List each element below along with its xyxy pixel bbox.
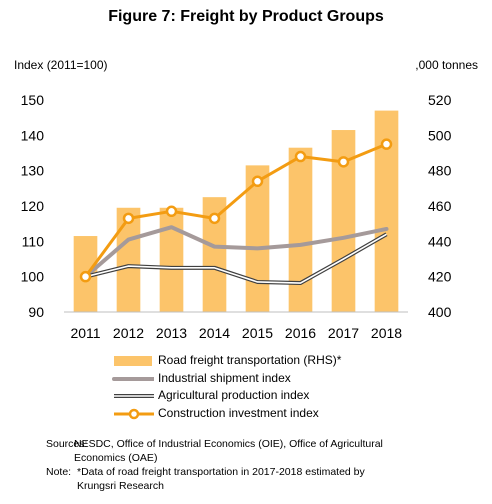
bar-road-freight-2015	[245, 165, 270, 312]
point-construction-2011	[79, 270, 92, 283]
note-label: Note:	[46, 466, 72, 478]
chart-plot: 90 100 110 120 130 140 150 400 420 440 460 480 500 52…	[21, 92, 452, 341]
left-tick-label-120: 120	[21, 198, 45, 214]
legend-label-agricultural: Agricultural production index	[158, 388, 310, 402]
legend-label-road-freight: Road freight transportation (RHS)*	[158, 353, 342, 367]
point-construction-2015	[251, 175, 264, 188]
sources-line-2: Economics (OAE)	[74, 452, 158, 464]
chart-title: Figure 7: Freight by Product Groups	[108, 8, 384, 25]
left-tick-label-140: 140	[21, 127, 45, 143]
left-tick-label-130: 130	[21, 163, 45, 179]
x-tick-label-2016: 2016	[285, 325, 316, 341]
legend-swatch-agricultural	[114, 394, 154, 398]
x-tick-label-2017: 2017	[328, 325, 359, 341]
bar-road-freight-2012	[116, 207, 141, 312]
series-line-agricultural-inner	[85, 233, 387, 284]
x-tick-label-2013: 2013	[156, 325, 187, 341]
point-construction-2016	[294, 150, 307, 163]
left-tick-label-100: 100	[21, 269, 45, 285]
bar-road-freight-2016	[288, 147, 313, 312]
point-construction-2014	[208, 212, 221, 225]
bar-road-freight-2014	[202, 197, 227, 312]
point-construction-2018	[380, 138, 393, 150]
legend-swatch-bar	[114, 356, 152, 366]
note-line-2: Krungsri Research	[77, 480, 164, 492]
legend-label-construction: Construction investment index	[158, 405, 319, 420]
right-tick-label-500: 500	[428, 127, 452, 143]
bar-road-freight-2017	[331, 130, 356, 312]
sources-line-1: NESDC, Office of Industrial Economics (O…	[74, 438, 383, 450]
bar-road-freight-2013	[159, 207, 184, 312]
right-tick-label-460: 460	[428, 198, 452, 214]
point-construction-2013	[165, 205, 178, 218]
left-tick-label-110: 110	[22, 233, 45, 249]
right-axis-title: ,000 tonnes	[415, 58, 478, 72]
x-tick-label-2015: 2015	[242, 325, 273, 341]
left-tick-label-90: 90	[28, 304, 44, 320]
right-tick-label-400: 400	[428, 304, 452, 320]
legend-label-industrial: Industrial shipment index	[158, 370, 291, 385]
legend-swatch-industrial	[112, 376, 154, 381]
chart-notes: Sources: NESDC, Office of Industrial Eco…	[46, 437, 466, 493]
right-tick-label-440: 440	[428, 233, 452, 249]
bar-road-freight-2018	[374, 110, 399, 312]
left-axis-title: Index (2011=100)	[14, 58, 108, 72]
x-tick-label-2011: 2011	[70, 325, 100, 341]
x-tick-label-2014: 2014	[199, 325, 230, 341]
left-tick-label-150: 150	[21, 92, 45, 108]
point-construction-2012	[122, 212, 135, 225]
series-line-construction	[84, 142, 388, 278]
x-tick-label-2018: 2018	[371, 325, 402, 341]
right-tick-label-420: 420	[428, 269, 452, 285]
point-construction-2017	[337, 156, 350, 168]
sources-label: Sources:	[46, 438, 88, 450]
sources-text: NESDC, Office of Industrial Economics (O…	[74, 437, 383, 451]
right-tick-label-480: 480	[428, 163, 452, 179]
note-line-1: *Data of road freight transportation in …	[77, 466, 365, 478]
x-tick-label-2012: 2012	[113, 325, 144, 341]
legend-swatch-construction	[114, 408, 154, 419]
series-line-industrial	[83, 225, 389, 279]
right-tick-label-520: 520	[428, 92, 452, 108]
